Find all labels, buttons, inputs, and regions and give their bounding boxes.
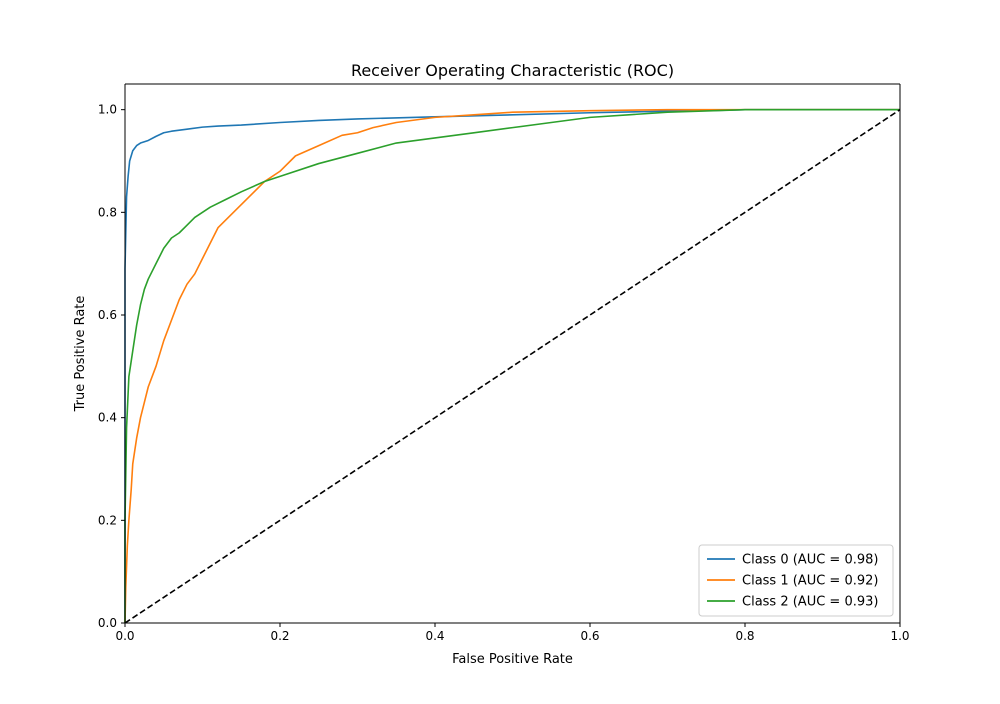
x-tick-label: 1.0 <box>890 629 909 643</box>
x-axis-ticks: 0.0 0.2 0.4 0.6 0.8 1.0 <box>115 623 910 643</box>
x-tick-label: 0.8 <box>735 629 754 643</box>
legend-label: Class 2 (AUC = 0.93) <box>742 595 878 610</box>
series-layer <box>124 108 901 624</box>
chance-diagonal-line <box>124 109 901 624</box>
x-axis-label: False Positive Rate <box>452 652 573 667</box>
y-axis-ticks: 0.0 0.2 0.4 0.6 0.8 1.0 <box>98 103 125 630</box>
y-tick-label: 1.0 <box>98 103 117 117</box>
y-axis-label: True Positive Rate <box>73 296 88 413</box>
legend-box <box>698 544 894 617</box>
roc-curve-class-2 <box>124 108 900 623</box>
axes-spines <box>124 83 901 624</box>
chart-title: Receiver Operating Characteristic (ROC) <box>351 61 674 80</box>
x-tick-label: 0.4 <box>425 629 444 643</box>
roc-curve-class-1 <box>124 108 900 624</box>
legend-label: Class 0 (AUC = 0.98) <box>742 553 878 568</box>
y-tick-label: 0.6 <box>98 308 117 322</box>
y-tick-label: 0.8 <box>98 205 117 219</box>
plot-area <box>125 84 900 623</box>
roc-curve-class-0 <box>124 108 900 623</box>
x-tick-label: 0.0 <box>115 629 134 643</box>
y-tick-label: 0.4 <box>98 411 117 425</box>
y-tick-label: 0.0 <box>98 616 117 630</box>
x-tick-label: 0.2 <box>270 629 289 643</box>
y-tick-label: 0.2 <box>98 513 117 527</box>
x-tick-label: 0.6 <box>580 629 599 643</box>
legend: Class 0 (AUC = 0.98) Class 1 (AUC = 0.92)… <box>698 544 894 617</box>
legend-label: Class 1 (AUC = 0.92) <box>742 574 878 589</box>
